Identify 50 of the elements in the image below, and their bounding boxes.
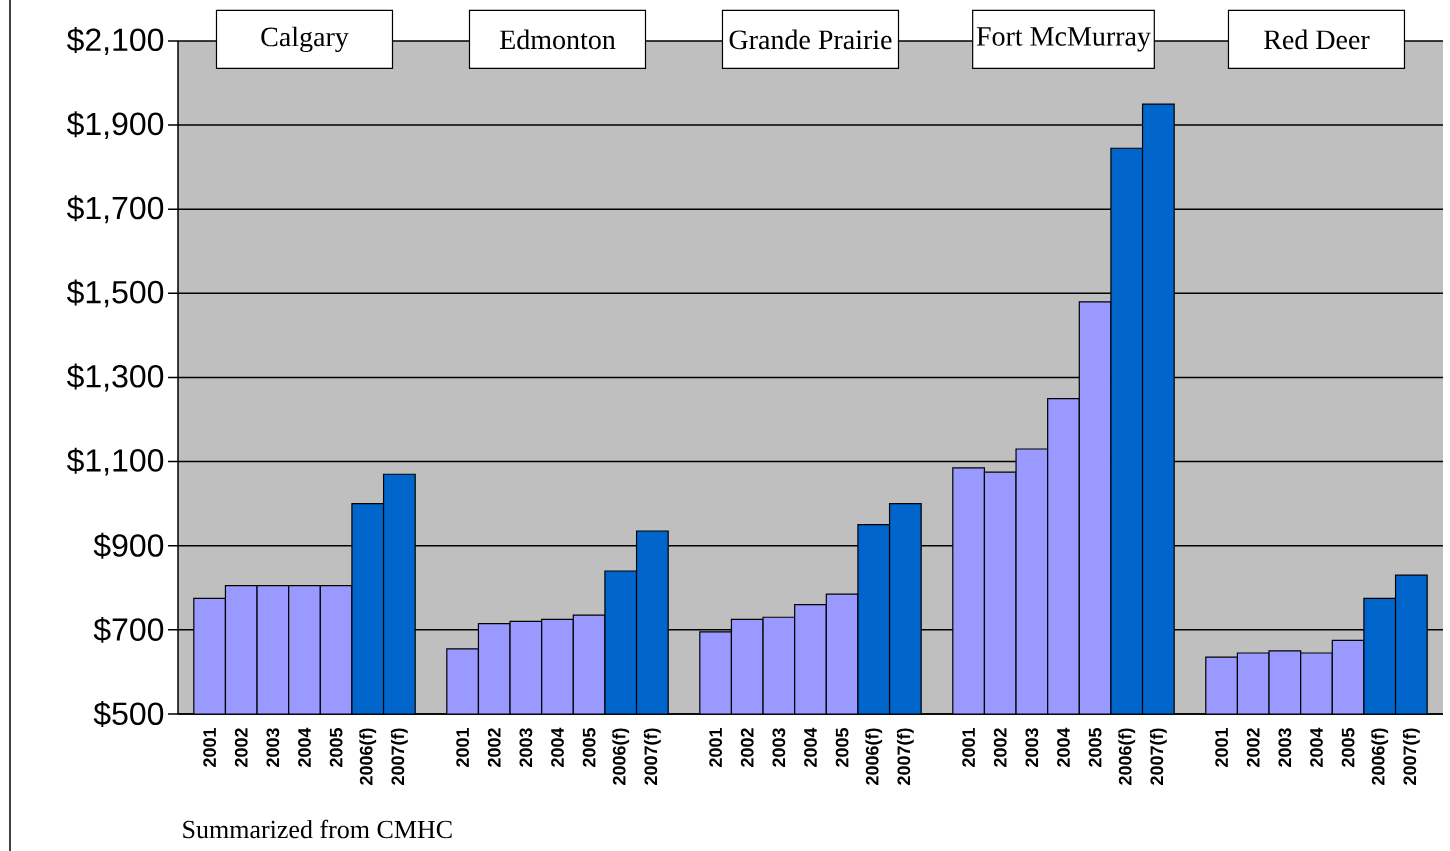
x-tick-label: 2004 [804, 727, 817, 767]
annotation: Grande Prairie [729, 29, 892, 50]
y-tick-label: $900 [93, 532, 164, 559]
x-tick-label: 2002 [993, 728, 1007, 767]
annotation: Edmonton [499, 29, 616, 50]
x-tick-label: 2006(f) [1118, 728, 1136, 785]
text: Summarized from CMHC [183, 819, 452, 839]
annotation: Red Deer [1264, 29, 1370, 50]
x-tick-label: 2001 [709, 728, 722, 767]
x-tick-label: 2005 [329, 728, 343, 767]
x-tick-label: 2007(f) [390, 728, 408, 785]
y-tick-label: $1,300 [66, 363, 164, 392]
y-tick-label: $1,100 [66, 447, 164, 476]
x-tick-label: 2005 [835, 728, 849, 767]
x-tick-label: 2007(f) [1402, 728, 1420, 785]
x-tick-label: 2001 [962, 728, 975, 767]
x-tick-label: 2006(f) [1371, 728, 1389, 785]
y-tick-label: $1,900 [66, 111, 164, 140]
x-tick-label: 2004 [1057, 727, 1070, 767]
x-tick-label: 2007(f) [1149, 728, 1167, 785]
y-tick-label: $2,100 [66, 27, 164, 55]
x-tick-label: 2005 [582, 728, 596, 767]
x-tick-label: 2002 [487, 728, 501, 767]
x-tick-label: 2003 [772, 728, 786, 767]
x-tick-label: 2002 [1246, 728, 1260, 767]
x-tick-label: 2006(f) [359, 728, 377, 785]
x-tick-label: 2001 [1215, 728, 1228, 767]
x-tick-label: 2001 [203, 728, 216, 767]
x-tick-label: 2004 [551, 727, 564, 767]
annotation: Calgary [261, 26, 349, 53]
y-tick-label: $700 [93, 616, 164, 643]
y-tick-label: $1,500 [66, 279, 164, 308]
x-tick-label: 2006(f) [865, 728, 883, 785]
x-tick-label: 2002 [234, 728, 248, 767]
x-tick-label: 2001 [456, 728, 469, 767]
x-tick-label: 2005 [1341, 728, 1355, 767]
x-tick-label: 2003 [1025, 728, 1039, 767]
annotation: Fort McMurray [976, 27, 1151, 52]
y-tick-label: $1,700 [66, 195, 164, 224]
y-tick-label: $500 [93, 701, 164, 727]
x-tick-label: 2006(f) [612, 728, 630, 785]
x-tick-label: 2003 [266, 728, 280, 767]
x-tick-label: 2007(f) [896, 728, 914, 785]
x-tick-label: 2002 [740, 728, 754, 767]
x-tick-label: 2005 [1088, 728, 1102, 767]
x-tick-label: 2004 [298, 727, 311, 767]
x-tick-label: 2007(f) [643, 728, 661, 785]
x-tick-label: 2003 [1278, 728, 1292, 767]
x-tick-label: 2003 [519, 728, 533, 767]
x-tick-label: 2004 [1310, 727, 1323, 767]
